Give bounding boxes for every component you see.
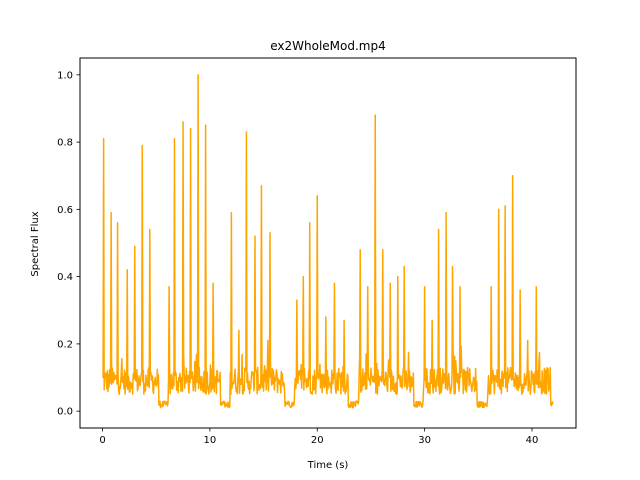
y-tick-label: 0.2 <box>57 339 73 350</box>
data-point-peak-45 <box>527 339 529 342</box>
y-tick-label: 0.6 <box>57 205 73 216</box>
chart-title: ex2WholeMod.mp4 <box>270 39 386 53</box>
data-point-peak-2 <box>116 222 119 224</box>
data-point-peak-21 <box>302 276 304 278</box>
data-point-peak-38 <box>451 265 454 268</box>
data-point-peak-33 <box>403 265 405 268</box>
data-point-peak-11 <box>197 74 199 76</box>
data-point-peak-42 <box>504 205 506 207</box>
data-point-peak-34 <box>424 286 426 288</box>
data-point-peak-20 <box>296 299 298 301</box>
data-point-peak-19 <box>269 232 271 234</box>
y-axis-label: Spectral Flux <box>30 211 41 276</box>
x-tick-label: 20 <box>311 435 324 446</box>
data-point-peak-32 <box>397 276 399 278</box>
data-point-peak-40 <box>490 286 492 288</box>
data-point-peak-28 <box>367 286 369 288</box>
data-point-peak-46 <box>535 286 537 288</box>
data-point-peak-39 <box>459 286 461 288</box>
data-point-peak-17 <box>254 235 256 237</box>
y-tick-label: 0.4 <box>57 272 73 283</box>
data-point-peak-1 <box>110 212 112 214</box>
data-point-peak-4 <box>134 245 136 247</box>
x-tick-label: 40 <box>526 435 539 446</box>
data-point-peak-9 <box>182 121 184 123</box>
data-point-peak-31 <box>389 282 391 284</box>
y-tick-label: 0.0 <box>57 407 73 418</box>
data-point-peak-41 <box>498 208 500 210</box>
data-point-peak-22 <box>309 222 311 224</box>
data-point-peak-25 <box>333 282 336 284</box>
data-point-peak-13 <box>212 282 214 284</box>
data-point-peak-43 <box>512 175 514 177</box>
data-point-peak-16 <box>245 131 248 133</box>
axes: 0 10 20 30 40 0.0 0.2 0.4 0.6 0.8 1.0 <box>57 57 577 446</box>
data-point-peak-6 <box>149 228 151 231</box>
x-tick-label: 10 <box>204 435 217 446</box>
data-point-peak-5 <box>141 144 143 147</box>
y-tick-label: 0.8 <box>57 138 73 149</box>
data-point-peak-7 <box>168 286 170 288</box>
x-tick-label: 0 <box>99 435 105 446</box>
data-point-peak-26 <box>343 319 345 321</box>
data-point-peak-0 <box>103 138 105 140</box>
data-point-peak-8 <box>173 138 176 140</box>
data-point-peak-44 <box>519 289 521 291</box>
axes-frame <box>79 57 577 429</box>
data-point-peak-10 <box>189 128 192 130</box>
x-axis-label: Time (s) <box>307 460 349 471</box>
plot-area <box>101 74 554 409</box>
data-point-peak-14 <box>230 212 232 214</box>
data-point-peak-35 <box>431 319 433 321</box>
data-point-peak-15 <box>238 329 240 332</box>
data-point-peak-29 <box>374 114 376 116</box>
series-line <box>101 74 554 409</box>
x-tick-label: 30 <box>418 435 431 446</box>
data-point-peak-36 <box>437 228 440 231</box>
data-point-peak-27 <box>359 249 361 251</box>
data-point-peak-18 <box>260 185 263 187</box>
y-tick-label: 1.0 <box>57 70 73 81</box>
data-point-peak-37 <box>445 212 447 214</box>
data-point-peak-3 <box>126 269 128 271</box>
data-point-peak-23 <box>316 195 318 197</box>
data-point-peak-12 <box>205 124 207 126</box>
data-point-peak-24 <box>325 316 327 318</box>
data-point-peak-30 <box>382 249 384 251</box>
